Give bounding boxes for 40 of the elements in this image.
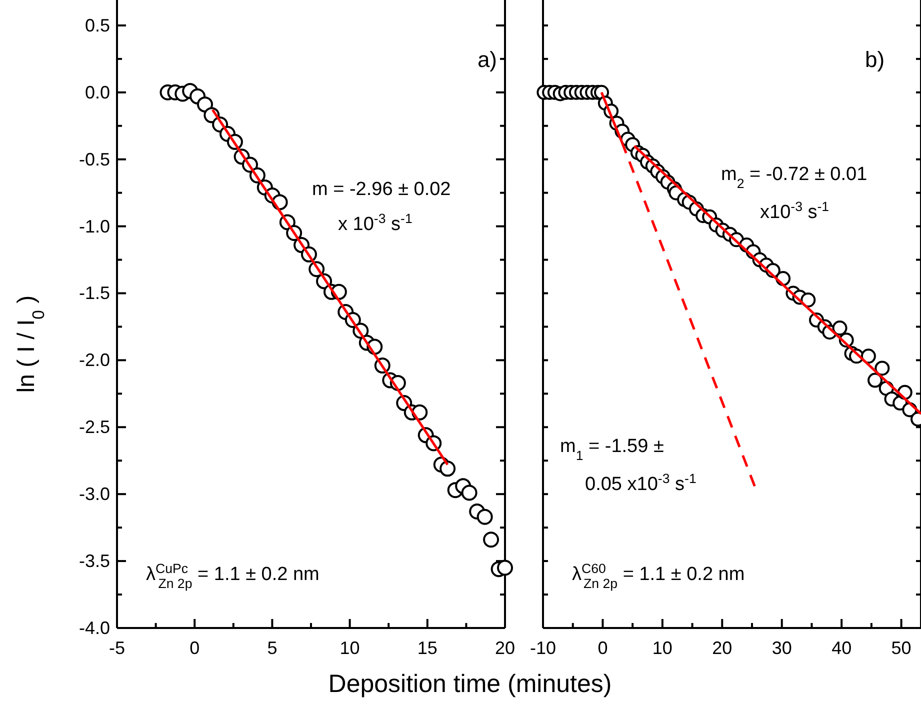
point [440, 460, 456, 477]
x-tick-label: -10 [530, 638, 556, 658]
annotation: m = -2.96 ± 0.02 [312, 179, 451, 200]
x-tick-label: 5 [267, 638, 278, 658]
y-tick-label: -4.0 [78, 618, 110, 638]
annotation: x10$^{-3}$ s$^{-1}$ [760, 198, 830, 223]
annotation: m$_{2}$ = -0.72 ± 0.01 [721, 164, 868, 190]
point [476, 508, 493, 525]
y-tick-label: 0.5 [84, 15, 110, 36]
x-tick-label: 20 [712, 638, 732, 658]
y-tick-label: -0.5 [78, 149, 110, 170]
x-tick-label: 30 [772, 638, 792, 658]
y-tick-label: -3.5 [78, 551, 110, 572]
y-tick-label: -2.0 [78, 350, 110, 370]
annotation: a) [477, 47, 497, 72]
annotation: λ$^{CuPc}$$_{Zn 2p}$ = 1.1 ± 0.2 nm [146, 560, 320, 590]
y-tick-label: 0.0 [84, 82, 110, 102]
point [461, 484, 478, 501]
x-tick-label: 40 [832, 638, 852, 658]
y-tick-label: -3.0 [78, 484, 110, 504]
annotation: x 10$^{-3}$ s$^{-1}$ [338, 210, 412, 235]
y-tick-label: -2.5 [78, 417, 110, 438]
point [197, 96, 213, 112]
x-tick-label: 10 [652, 638, 672, 658]
annotation: m$_{1}$ = -1.59 ± [560, 436, 664, 462]
point [483, 532, 500, 548]
annotation: λ$^{C60}$$_{Zn 2p}$ = 1.1 ± 0.2 nm [572, 560, 745, 590]
annotation: b) [865, 47, 885, 72]
x-tick-label: -5 [108, 638, 126, 658]
y-tick-label: -1.0 [78, 216, 110, 236]
x-tick-label: 20 [494, 638, 516, 658]
x-axis-title: Deposition time (minutes) [328, 670, 612, 698]
annotation: 0.05 x10$^{-3}$ s$^{-1}$ [585, 470, 696, 495]
x-tick-label: 0 [190, 638, 200, 658]
x-tick-label: 10 [340, 638, 360, 658]
x-tick-label: 50 [891, 638, 912, 658]
y-tick-label: -1.5 [78, 283, 110, 304]
point [497, 560, 513, 576]
x-tick-label: 15 [417, 638, 438, 658]
x-tick-label: 0 [598, 638, 608, 658]
